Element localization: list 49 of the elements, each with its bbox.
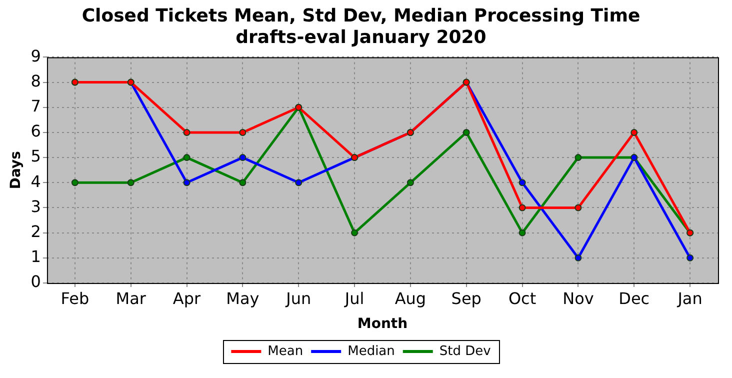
x-tick-label: Oct <box>508 288 536 308</box>
y-tick-label: 4 <box>30 172 41 191</box>
x-tick-label: Dec <box>618 288 650 308</box>
point <box>239 154 246 162</box>
point <box>574 254 582 262</box>
y-tick-label: 6 <box>30 122 41 141</box>
y-tick-label: 3 <box>30 196 41 216</box>
point <box>127 179 134 186</box>
point <box>183 128 190 136</box>
x-tick-label: Sep <box>451 288 482 308</box>
legend-label: Std Dev <box>439 344 492 359</box>
y-tick-label: 5 <box>30 146 41 166</box>
point <box>518 179 526 186</box>
x-tick-label: Aug <box>394 288 426 308</box>
point <box>462 128 470 136</box>
point <box>574 204 582 212</box>
x-tick-label: Feb <box>60 288 90 308</box>
legend-label: Mean <box>268 344 304 359</box>
y-axis-title: Days <box>8 151 24 190</box>
point <box>351 229 358 236</box>
chart-title: Closed Tickets Mean, Std Dev, Median Processing Time <box>82 5 640 26</box>
y-tick-label: 0 <box>30 272 41 292</box>
point <box>239 179 246 186</box>
point <box>574 154 582 162</box>
point <box>71 179 78 186</box>
x-tick-label: May <box>226 288 260 308</box>
x-tick-label: Nov <box>562 288 594 308</box>
point <box>183 179 190 186</box>
point <box>686 254 694 262</box>
x-axis-title: Month <box>357 316 408 332</box>
point <box>630 128 638 136</box>
y-tick-label: 2 <box>30 222 41 241</box>
point <box>518 229 526 236</box>
point <box>406 179 414 186</box>
point <box>295 179 302 186</box>
chart-subtitle: drafts-eval January 2020 <box>236 27 486 48</box>
y-tick-label: 8 <box>30 71 41 90</box>
point <box>183 154 190 162</box>
y-tick-label: 1 <box>30 247 41 266</box>
legend-label: Median <box>348 344 395 359</box>
point <box>239 128 246 136</box>
x-tick-label: Mar <box>116 288 146 308</box>
x-tick-label: Jan <box>676 288 702 308</box>
point <box>518 204 526 212</box>
y-tick-label: 7 <box>30 96 41 116</box>
y-tick-label: 9 <box>30 46 41 66</box>
x-tick-label: Jun <box>285 288 312 308</box>
x-tick-label: Jul <box>344 288 364 308</box>
x-tick-label: Apr <box>172 288 202 308</box>
